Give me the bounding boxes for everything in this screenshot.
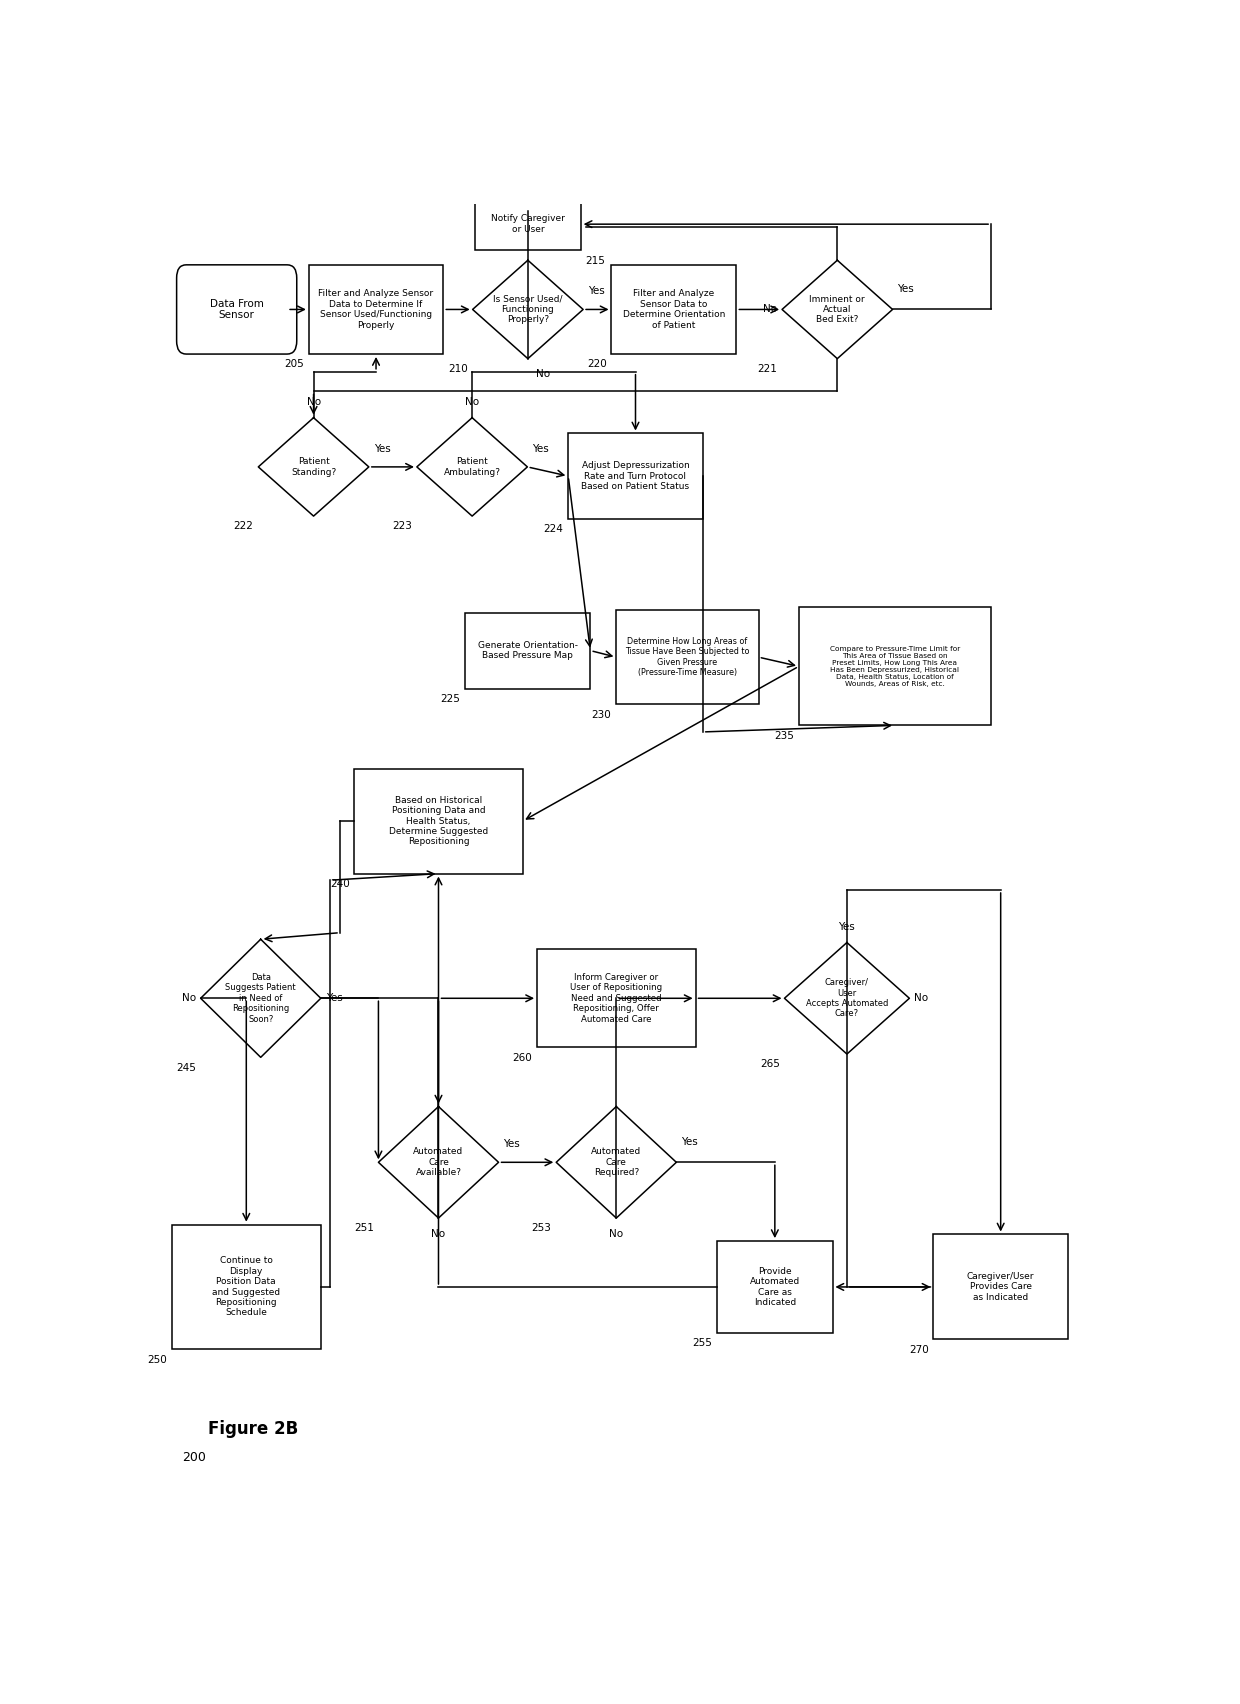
FancyBboxPatch shape — [309, 264, 444, 354]
Text: 253: 253 — [532, 1223, 552, 1234]
Text: Automated
Care
Available?: Automated Care Available? — [413, 1147, 464, 1177]
Text: Provide
Automated
Care as
Indicated: Provide Automated Care as Indicated — [750, 1266, 800, 1307]
Text: 220: 220 — [587, 360, 606, 370]
Text: Data
Suggests Patient
in Need of
Repositioning
Soon?: Data Suggests Patient in Need of Reposit… — [226, 973, 296, 1024]
FancyBboxPatch shape — [717, 1241, 832, 1333]
Text: No: No — [914, 993, 929, 1004]
Text: No: No — [609, 1229, 624, 1239]
FancyBboxPatch shape — [176, 264, 296, 354]
Text: 250: 250 — [148, 1355, 167, 1365]
Text: Yes: Yes — [532, 443, 549, 453]
Text: 215: 215 — [585, 256, 605, 266]
Text: 265: 265 — [760, 1060, 780, 1070]
Text: Yes: Yes — [503, 1140, 520, 1148]
Text: No: No — [306, 397, 321, 407]
Text: Data From
Sensor: Data From Sensor — [210, 298, 264, 320]
Text: Yes: Yes — [373, 443, 391, 453]
Text: No: No — [763, 305, 777, 315]
Text: 240: 240 — [330, 879, 350, 889]
FancyBboxPatch shape — [616, 610, 759, 704]
FancyBboxPatch shape — [537, 949, 696, 1048]
Text: 270: 270 — [909, 1344, 929, 1355]
FancyBboxPatch shape — [475, 198, 580, 250]
Polygon shape — [557, 1106, 676, 1218]
Text: Yes: Yes — [326, 993, 342, 1004]
Text: 255: 255 — [692, 1338, 712, 1348]
Text: Patient
Ambulating?: Patient Ambulating? — [444, 457, 501, 477]
Polygon shape — [472, 261, 583, 358]
Text: Determine How Long Areas of
Tissue Have Been Subjected to
Given Pressure
(Pressu: Determine How Long Areas of Tissue Have … — [625, 637, 750, 676]
Text: Caregiver/
User
Accepts Automated
Care?: Caregiver/ User Accepts Automated Care? — [806, 978, 888, 1019]
Text: Notify Caregiver
or User: Notify Caregiver or User — [491, 215, 564, 233]
Text: Filter and Analyze Sensor
Data to Determine If
Sensor Used/Functioning
Properly: Filter and Analyze Sensor Data to Determ… — [319, 290, 434, 329]
Text: No: No — [536, 370, 549, 380]
Text: Based on Historical
Positioning Data and
Health Status,
Determine Suggested
Repo: Based on Historical Positioning Data and… — [389, 796, 489, 847]
Polygon shape — [201, 939, 321, 1056]
Text: Figure 2B: Figure 2B — [208, 1419, 298, 1438]
Text: 245: 245 — [176, 1063, 196, 1072]
FancyBboxPatch shape — [611, 264, 737, 354]
Text: 221: 221 — [758, 365, 777, 373]
Text: 200: 200 — [182, 1452, 206, 1464]
Text: Yes: Yes — [588, 286, 605, 296]
Text: Imminent or
Actual
Bed Exit?: Imminent or Actual Bed Exit? — [810, 295, 866, 324]
FancyBboxPatch shape — [465, 612, 590, 688]
Text: Yes: Yes — [681, 1137, 698, 1147]
Text: Yes: Yes — [838, 922, 856, 932]
Text: Is Sensor Used/
Functioning
Properly?: Is Sensor Used/ Functioning Properly? — [494, 295, 563, 324]
Text: Generate Orientation-
Based Pressure Map: Generate Orientation- Based Pressure Map — [477, 641, 578, 659]
Text: No: No — [465, 397, 479, 407]
Text: Adjust Depressurization
Rate and Turn Protocol
Based on Patient Status: Adjust Depressurization Rate and Turn Pr… — [582, 462, 689, 491]
Text: 251: 251 — [353, 1223, 373, 1234]
Text: 224: 224 — [543, 523, 563, 533]
Text: Compare to Pressure-Time Limit for
This Area of Tissue Based on
Preset Limits, H: Compare to Pressure-Time Limit for This … — [830, 646, 960, 687]
Text: Yes: Yes — [898, 283, 914, 293]
Text: Caregiver/User
Provides Care
as Indicated: Caregiver/User Provides Care as Indicate… — [967, 1273, 1034, 1302]
Text: 205: 205 — [284, 360, 304, 370]
Polygon shape — [417, 417, 527, 516]
FancyBboxPatch shape — [355, 769, 522, 874]
Polygon shape — [258, 417, 368, 516]
Polygon shape — [785, 942, 909, 1055]
Text: 222: 222 — [233, 521, 253, 532]
Text: 230: 230 — [591, 709, 611, 719]
Text: 235: 235 — [774, 731, 794, 741]
Text: 225: 225 — [440, 694, 460, 704]
FancyBboxPatch shape — [934, 1234, 1068, 1339]
Text: Filter and Analyze
Sensor Data to
Determine Orientation
of Patient: Filter and Analyze Sensor Data to Determ… — [622, 290, 725, 329]
Polygon shape — [782, 261, 893, 358]
Text: No: No — [182, 993, 196, 1004]
FancyBboxPatch shape — [799, 607, 991, 726]
Text: 210: 210 — [448, 365, 467, 373]
Text: No: No — [432, 1229, 445, 1239]
Polygon shape — [378, 1106, 498, 1218]
Text: 260: 260 — [512, 1053, 532, 1063]
Text: 223: 223 — [392, 521, 412, 532]
FancyBboxPatch shape — [172, 1225, 321, 1350]
Text: Patient
Standing?: Patient Standing? — [291, 457, 336, 477]
Text: Inform Caregiver or
User of Repositioning
Need and Suggested
Repositioning, Offe: Inform Caregiver or User of Repositionin… — [570, 973, 662, 1024]
Text: Continue to
Display
Position Data
and Suggested
Repositioning
Schedule: Continue to Display Position Data and Su… — [212, 1256, 280, 1317]
Text: Automated
Care
Required?: Automated Care Required? — [591, 1147, 641, 1177]
FancyBboxPatch shape — [568, 433, 703, 518]
